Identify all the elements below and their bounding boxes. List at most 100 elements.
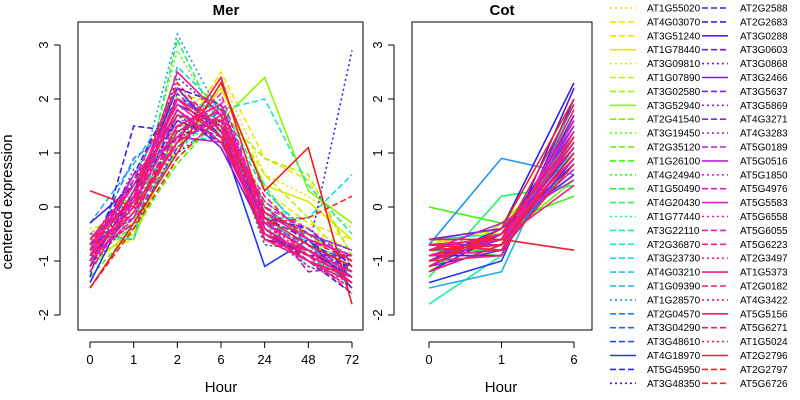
series-line-cot-54	[428, 152, 575, 251]
y-tick-label-cot: 0	[370, 203, 385, 210]
legend-label: AT4G20430	[647, 198, 701, 209]
legend-label: AT4G3283	[740, 129, 788, 140]
legend-label: AT4G3422	[740, 295, 788, 306]
series-line-mer-59	[89, 97, 353, 284]
legend-label: AT2G2796	[740, 351, 788, 362]
legend-label: AT3G0603	[740, 45, 788, 56]
legend-label: AT1G5024	[740, 337, 788, 348]
legend-label: AT1G50490	[647, 184, 701, 195]
series-line-mer-42	[89, 108, 353, 262]
series-line-cot-26	[428, 98, 575, 284]
legend-label: AT3G52940	[647, 101, 701, 112]
legend-label: AT1G55020	[647, 4, 701, 15]
legend-label: AT5G1850	[740, 170, 788, 181]
series-line-mer-58	[89, 103, 353, 273]
x-tick-label-cot: 0	[425, 352, 432, 367]
legend-label: AT2G2588	[740, 4, 788, 15]
legend-label: AT3G48610	[647, 337, 701, 348]
legend-label: AT2G2683	[740, 17, 788, 28]
y-tick-label-cot: 2	[370, 95, 385, 102]
panel-title-cot: Cot	[490, 2, 515, 19]
plot-frame-cot	[411, 21, 593, 331]
y-tick-label-mer: 1	[36, 149, 51, 156]
series-line-mer-61	[89, 108, 353, 278]
legend-label: AT3G5637	[740, 87, 788, 98]
x-tick-label-cot: 1	[498, 352, 505, 367]
x-tick-label-mer: 24	[257, 352, 271, 367]
legend-label: AT5G6271	[740, 323, 788, 334]
series-lines-mer	[89, 32, 353, 305]
legend-label: AT1G77440	[647, 212, 701, 223]
legend-label: AT5G5583	[740, 198, 788, 209]
series-line-cot-55	[429, 238, 575, 251]
legend-label: AT1G26100	[647, 156, 701, 167]
legend-label: AT3G51240	[647, 31, 701, 42]
x-tick-label-mer: 0	[86, 352, 93, 367]
legend-label: AT2G2797	[740, 365, 788, 376]
series-line-cot-39	[428, 179, 575, 251]
legend-label: AT5G6558	[740, 212, 788, 223]
legend-label: AT5G4976	[740, 184, 788, 195]
legend-label: AT2G41540	[647, 115, 701, 126]
series-line-mer-60	[89, 114, 353, 262]
series-line-cot-48	[428, 130, 575, 262]
legend-label: AT3G04290	[647, 323, 701, 334]
legend-label: AT3G19450	[647, 129, 701, 140]
axes-cot: -2 -1 0 1 2 3 0 1 6	[370, 21, 593, 367]
series-line-cot-52	[428, 163, 575, 252]
legend-label: AT2G3497	[740, 254, 788, 265]
y-tick-label-cot: 3	[370, 41, 385, 48]
legend-label: AT4G18970	[647, 351, 701, 362]
legend-label: AT1G09390	[647, 282, 701, 293]
legend-label: AT3G02580	[647, 87, 701, 98]
legend-label: AT4G24940	[647, 170, 701, 181]
series-line-mer-54	[89, 75, 353, 268]
legend-label: AT5G5156	[740, 309, 788, 320]
x-tick-label-cot: 6	[570, 352, 577, 367]
legend-label: AT3G0288	[740, 31, 788, 42]
x-tick-label-mer: 2	[174, 352, 181, 367]
legend-label: AT5G45950	[647, 365, 701, 376]
legend-label: AT3G23730	[647, 254, 701, 265]
series-line-mer-44	[89, 119, 353, 284]
y-tick-label-mer: 0	[36, 203, 51, 210]
legend-label: AT2G04570	[647, 309, 701, 320]
series-line-cot-21	[428, 114, 575, 289]
panel-title-mer: Mer	[213, 2, 240, 19]
legend-label: AT1G5373	[740, 268, 788, 279]
x-axis-label-mer: Hour	[205, 379, 238, 396]
legend-label: AT1G78440	[647, 45, 701, 56]
legend-label: AT5G6223	[740, 240, 788, 251]
y-tick-label-mer: -1	[36, 255, 51, 267]
legend-label: AT2G0182	[740, 282, 788, 293]
axes-mer: -2 -1 0 1 2 3 0 1 2 6 24 48 72	[36, 21, 364, 367]
y-tick-label-cot: -1	[370, 255, 385, 267]
y-tick-label-mer: 2	[36, 95, 51, 102]
legend-label: AT1G28570	[647, 295, 701, 306]
plot-frame-mer	[77, 21, 364, 331]
legend-label: AT3G22110	[647, 226, 700, 237]
legend-label: AT5G0189	[740, 143, 788, 154]
y-tick-label-mer: 3	[36, 41, 51, 48]
x-tick-label-mer: 1	[130, 352, 137, 367]
x-tick-label-mer: 72	[345, 352, 359, 367]
legend-label: AT2G36870	[647, 240, 701, 251]
y-tick-label-cot: -2	[370, 309, 385, 321]
series-lines-cot	[428, 82, 575, 305]
legend-label: AT3G5869	[740, 101, 788, 112]
legend-label: AT3G0868	[740, 59, 788, 70]
legend: AT1G55020 AT4G03070 AT3G51240 AT1G78440 AT3G…	[610, 4, 788, 390]
panel-cot: Cot Hour -2 -1 0 1 2 3 0 1 6	[370, 2, 593, 396]
y-axis-label: centered expression	[0, 134, 16, 269]
legend-label: AT5G6055	[740, 226, 788, 237]
legend-label: AT5G0516	[740, 156, 788, 167]
x-tick-label-mer: 6	[217, 352, 224, 367]
legend-label: AT1G07890	[647, 73, 701, 84]
x-tick-label-mer: 48	[301, 352, 315, 367]
series-line-mer-38	[89, 97, 353, 273]
series-line-cot-53	[428, 136, 575, 262]
series-line-cot-56	[428, 98, 575, 268]
legend-label: AT3G48350	[647, 379, 701, 390]
